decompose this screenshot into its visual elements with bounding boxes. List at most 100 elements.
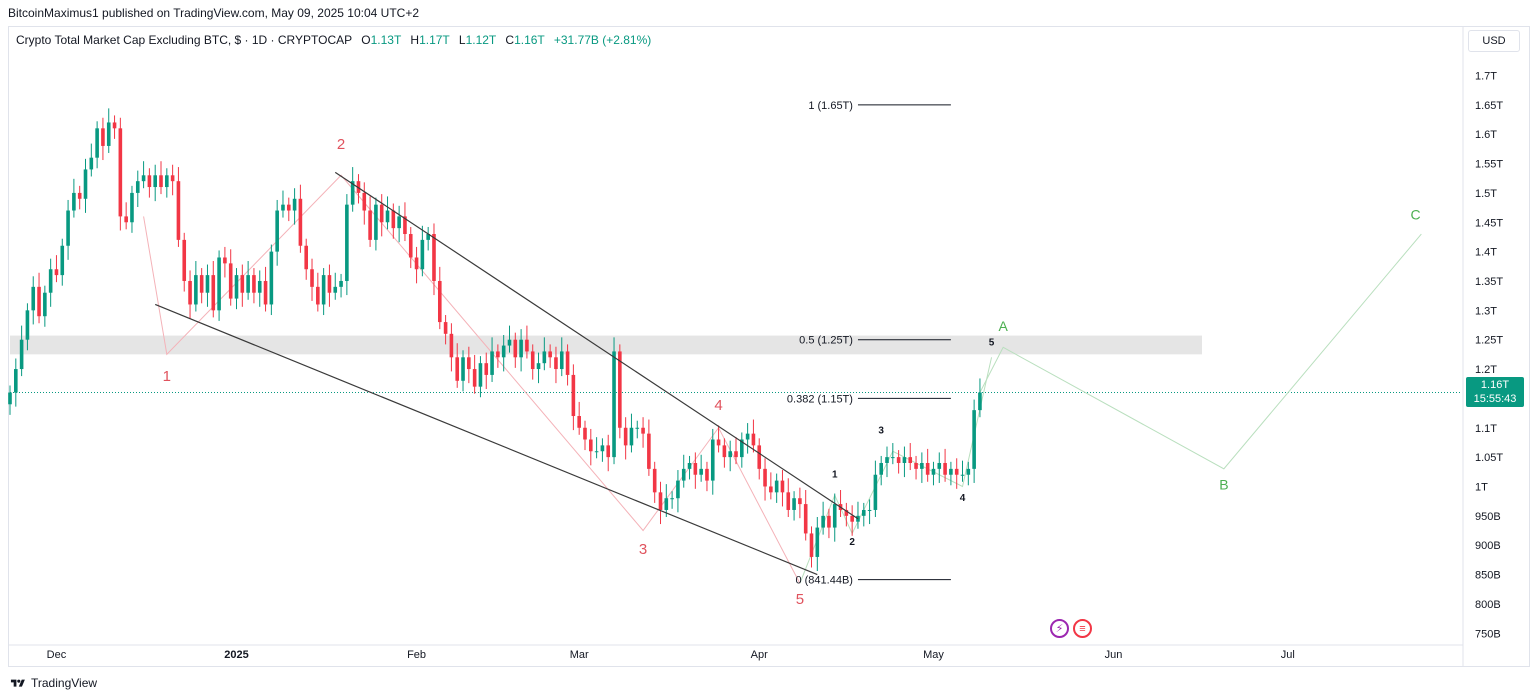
candle-body bbox=[780, 480, 785, 493]
us-flag-icon[interactable]: ≡ bbox=[1073, 619, 1092, 638]
candle-body bbox=[722, 445, 727, 458]
currency-button[interactable]: USD bbox=[1468, 30, 1520, 52]
candle-body bbox=[281, 204, 285, 211]
x-tick-label: Apr bbox=[751, 649, 768, 661]
primary-wave-label: 3 bbox=[639, 541, 647, 558]
candle-body bbox=[548, 351, 552, 358]
projection-wave-label: C bbox=[1410, 206, 1420, 222]
candle-body bbox=[54, 269, 59, 276]
candle-body bbox=[170, 175, 175, 182]
candle-body bbox=[112, 122, 117, 129]
y-tick-label: 1.3T bbox=[1475, 305, 1497, 317]
candle-body bbox=[896, 457, 901, 463]
lightning-icon[interactable]: ⚡ bbox=[1050, 619, 1069, 638]
candle-body bbox=[658, 492, 663, 510]
candle-body bbox=[949, 468, 953, 475]
candle-body bbox=[43, 292, 47, 317]
y-tick-label: 850B bbox=[1475, 570, 1501, 582]
close-label: C bbox=[505, 33, 515, 47]
candle-body bbox=[362, 192, 367, 211]
candle-body bbox=[153, 175, 158, 188]
candle-body bbox=[374, 204, 378, 240]
y-tick-label: 1.1T bbox=[1475, 423, 1497, 435]
x-tick-label: Mar bbox=[570, 649, 589, 661]
projection-path bbox=[979, 233, 1422, 470]
candle-body bbox=[763, 468, 767, 487]
candle-body bbox=[588, 439, 593, 452]
low-value: 1.12T bbox=[465, 33, 497, 47]
candle-body bbox=[321, 275, 326, 305]
footer-brand-name: TradingView bbox=[31, 676, 98, 690]
candle-body bbox=[135, 181, 140, 193]
candle-body bbox=[205, 275, 210, 293]
candle-body bbox=[130, 192, 134, 223]
candle-body bbox=[769, 486, 773, 493]
candle-body bbox=[391, 210, 396, 229]
candle-body bbox=[920, 462, 924, 469]
candle-body bbox=[705, 468, 709, 481]
y-tick-label: 1.6T bbox=[1475, 129, 1497, 141]
candle-body bbox=[699, 468, 703, 475]
candle-body bbox=[286, 204, 291, 211]
candle-body bbox=[304, 245, 309, 270]
candle-body bbox=[972, 410, 976, 469]
candle-body bbox=[165, 175, 169, 188]
candle-body bbox=[629, 427, 634, 446]
candle-body bbox=[606, 445, 611, 458]
high-label: H bbox=[410, 33, 420, 47]
close-value: 1.16T bbox=[514, 33, 545, 47]
open-label: O bbox=[361, 33, 371, 47]
candle-body bbox=[199, 275, 204, 293]
y-tick-label: 1.5T bbox=[1475, 188, 1497, 200]
candle-body bbox=[368, 210, 372, 240]
y-tick-label: 1.4T bbox=[1475, 247, 1497, 259]
candle-body bbox=[420, 239, 425, 270]
candle-body bbox=[95, 128, 99, 158]
candle-body bbox=[966, 468, 971, 475]
candle-body bbox=[908, 457, 913, 463]
candle-body bbox=[850, 515, 854, 522]
candle-body bbox=[310, 269, 314, 287]
candle-body bbox=[635, 427, 640, 429]
candle-body bbox=[217, 257, 221, 311]
candle-body bbox=[937, 462, 942, 469]
y-tick-label: 1.25T bbox=[1475, 335, 1503, 347]
open-value: 1.13T bbox=[370, 33, 402, 47]
candle-body bbox=[902, 457, 907, 463]
candle-body bbox=[740, 439, 744, 458]
candle-body bbox=[803, 504, 808, 534]
candle-body bbox=[554, 357, 558, 370]
candle-body bbox=[252, 275, 256, 293]
minor-wave-label: 1 bbox=[832, 470, 838, 481]
primary-wave-path bbox=[143, 174, 801, 584]
y-tick-label: 800B bbox=[1475, 599, 1501, 611]
candle-body bbox=[298, 198, 303, 246]
candle-body bbox=[48, 269, 53, 293]
trendline-2 bbox=[334, 171, 859, 520]
candle-body bbox=[618, 351, 622, 428]
minor-wave-label: 3 bbox=[878, 426, 884, 437]
candle-body bbox=[536, 363, 541, 370]
candle-body bbox=[246, 275, 250, 293]
x-tick-label: May bbox=[923, 649, 944, 661]
symbol-name: Crypto Total Market Cap Excluding BTC, $… bbox=[16, 33, 352, 47]
candle-body bbox=[710, 439, 715, 481]
candle-body bbox=[275, 210, 279, 252]
candle-body bbox=[455, 357, 460, 381]
candle-body bbox=[559, 351, 564, 370]
candle-body bbox=[757, 445, 762, 469]
candle-body bbox=[745, 433, 750, 440]
last-price-badge: 1.16T 15:55:43 bbox=[1466, 377, 1524, 407]
candle-body bbox=[681, 468, 686, 481]
candle-body bbox=[716, 439, 721, 446]
candle-body bbox=[461, 357, 465, 381]
candle-body bbox=[31, 286, 36, 311]
candle-body bbox=[19, 339, 24, 370]
candle-body bbox=[809, 533, 814, 557]
candle-body bbox=[25, 310, 30, 340]
candle-body bbox=[234, 275, 239, 299]
candle-body bbox=[774, 480, 779, 493]
candle-body bbox=[14, 369, 18, 393]
candle-body bbox=[530, 351, 535, 370]
